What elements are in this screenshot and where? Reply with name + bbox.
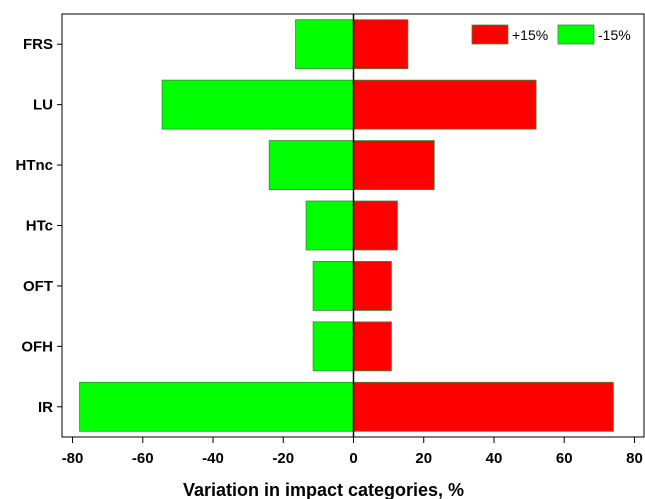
bars-layer <box>79 19 614 432</box>
y-axis: FRS LU HTnc HTc OFT OFH IR <box>16 36 62 416</box>
legend-label: -15% <box>598 27 631 43</box>
y-tick-label: OFH <box>21 338 53 355</box>
legend-swatch <box>557 24 595 45</box>
x-tick-label: 60 <box>556 450 573 467</box>
legend-swatch <box>471 24 509 45</box>
bar-minus15-htc <box>305 200 354 251</box>
x-tick-label: 80 <box>626 450 643 467</box>
bar-plus15-htnc <box>353 140 435 190</box>
x-tick-label: 40 <box>486 450 503 467</box>
x-tick-label: -40 <box>202 450 224 467</box>
y-tick-label: OFT <box>23 278 53 295</box>
bar-plus15-lu <box>353 79 537 130</box>
bar-minus15-lu <box>161 79 354 130</box>
bar-plus15-htc <box>353 200 398 251</box>
y-tick-label: LU <box>33 97 53 114</box>
bar-plus15-ofh <box>353 321 392 372</box>
bar-minus15-oft <box>312 261 354 311</box>
bar-minus15-htnc <box>268 140 354 190</box>
legend: +15% -15% <box>471 24 631 45</box>
x-axis-title: Variation in impact categories, % <box>183 480 464 499</box>
bar-plus15-frs <box>353 19 409 70</box>
bar-minus15-ofh <box>312 321 354 372</box>
x-tick-label: -60 <box>132 450 154 467</box>
y-tick-label: HTc <box>26 218 53 235</box>
legend-label: +15% <box>512 27 548 43</box>
bar-plus15-ir <box>353 381 614 432</box>
x-tick-label: 20 <box>415 450 432 467</box>
bar-minus15-frs <box>295 19 354 70</box>
y-tick-label: IR <box>38 399 53 416</box>
x-tick-label: -80 <box>62 450 84 467</box>
x-tick-label: 0 <box>349 450 357 467</box>
y-tick-label: FRS <box>23 36 53 53</box>
bar-minus15-ir <box>79 381 354 432</box>
bar-plus15-oft <box>353 261 392 311</box>
x-tick-label: -20 <box>272 450 294 467</box>
x-axis: -80 -60 -40 -20 0 20 40 60 80 <box>62 437 643 467</box>
y-tick-label: HTnc <box>16 157 54 174</box>
